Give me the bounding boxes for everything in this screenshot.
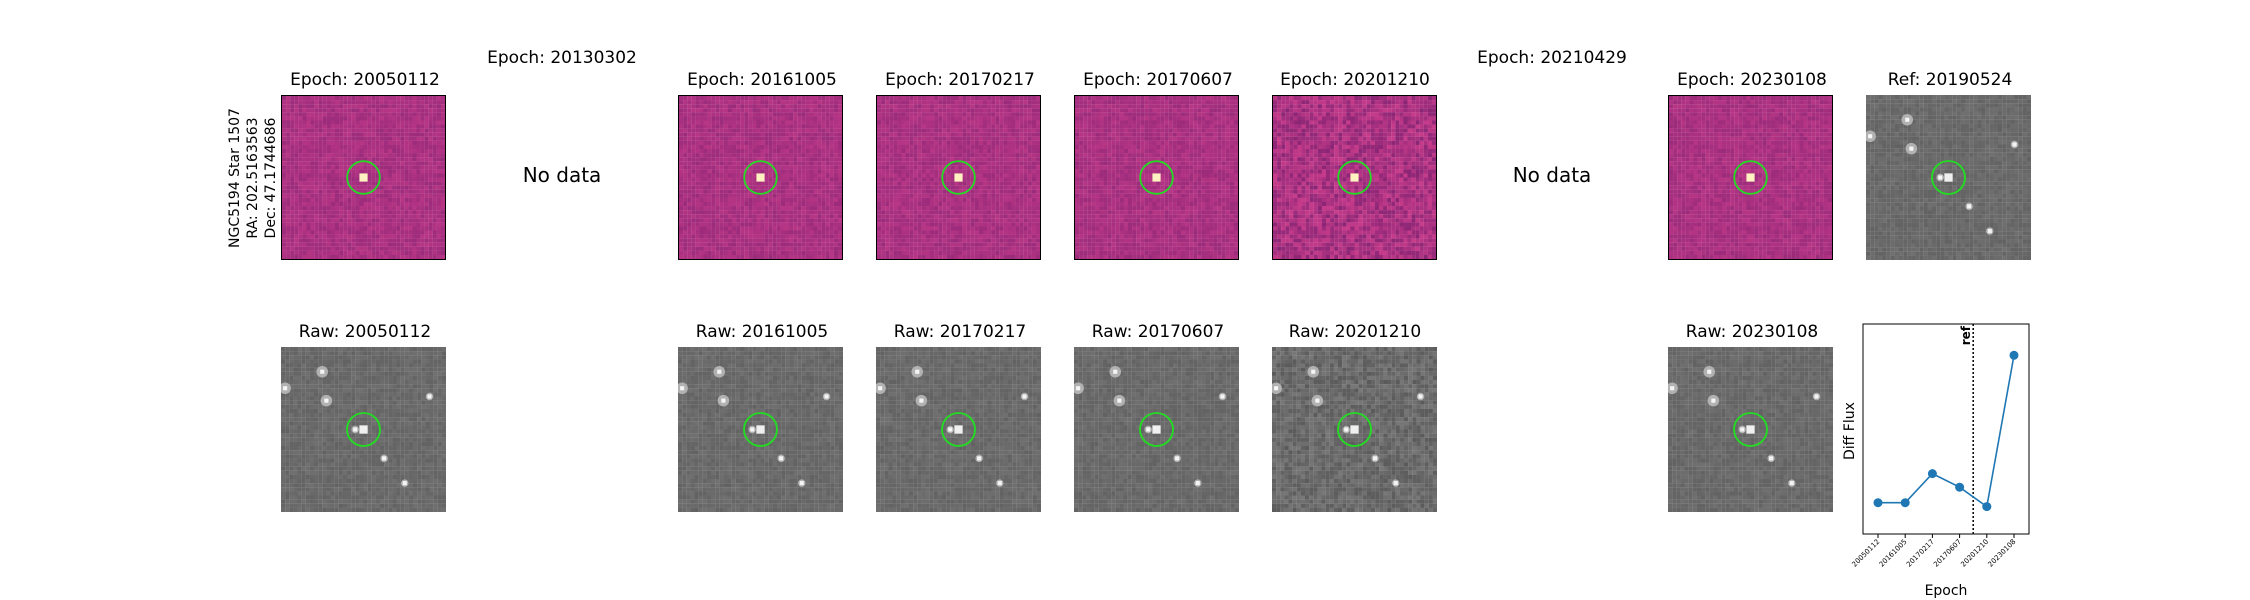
chart-frame [1862,323,2030,535]
data-point [1955,482,1965,492]
data-point [2009,350,2019,360]
star-name: NGC5194 Star 1507 [226,108,244,248]
epoch-title-8: Epoch: 20230108 [1677,70,1827,90]
epoch-title-1: Epoch: 20050112 [290,70,440,90]
panel-pixels [1273,96,1436,259]
ref-line-label: ref [1959,325,1973,345]
x-tick-label: 20170217 [1905,538,1936,569]
diff-image-20170217 [876,95,1041,260]
panel-pixels [877,96,1040,259]
x-tick-label: 20170607 [1932,538,1963,569]
x-tick-label: 20230108 [1987,538,2018,569]
panel-pixels [281,347,446,512]
light-curve-chart: ref 20050112 20161005 20170217 20170607 20201… [1851,323,2030,569]
no-data-label-1: No data [523,163,602,187]
raw-image-20050112 [281,347,446,512]
light-curve-svg: ref 2005011220161005201702172017060720201… [1851,323,2030,569]
panel-pixels [1074,347,1239,512]
data-point [1873,498,1883,508]
chart-ylabel: Diff Flux [1842,402,1858,460]
raw-image-20161005 [678,347,843,512]
x-tick-label: 20201210 [1959,538,1990,569]
no-data-label-2: No data [1513,163,1592,187]
epoch-title-4: Epoch: 20170217 [885,70,1035,90]
diff-image-20161005 [678,95,843,260]
epoch-title-5: Epoch: 20170607 [1083,70,1233,90]
raw-image-20170607 [1074,347,1239,512]
epoch-title-2: Epoch: 20130302 [487,48,637,68]
diff-image-20230108 [1668,95,1833,260]
panel-pixels [1669,96,1832,259]
data-point [1900,498,1910,508]
diff-image-20050112 [281,95,446,260]
series-line [1878,355,2015,508]
star-info-label: NGC5194 Star 1507 RA: 202.5163563 Dec: 4… [226,108,280,248]
epoch-title-7: Epoch: 20210429 [1477,48,1627,68]
raw-title-5: Raw: 20201210 [1289,322,1422,342]
raw-image-20201210 [1272,347,1437,512]
epoch-title-6: Epoch: 20201210 [1280,70,1430,90]
star-ra: RA: 202.5163563 [244,108,262,248]
ref-image-20190524 [1866,95,2031,260]
data-point [1927,469,1937,479]
raw-title-4: Raw: 20170607 [1092,322,1225,342]
panel-pixels [678,347,843,512]
panel-pixels [1272,347,1437,512]
panel-pixels [1668,347,1833,512]
panel-pixels [1866,95,2031,260]
epoch-title-3: Epoch: 20161005 [687,70,837,90]
chart-xlabel: Epoch [1925,583,1968,599]
x-tick-label: 20161005 [1878,538,1909,569]
raw-image-20230108 [1668,347,1833,512]
data-point [1982,502,1992,512]
raw-image-20170217 [876,347,1041,512]
ref-title: Ref: 20190524 [1888,70,2013,90]
panel-pixels [876,347,1041,512]
panel-pixels [1075,96,1238,259]
raw-title-3: Raw: 20170217 [894,322,1027,342]
star-dec: Dec: 47.1744686 [262,108,280,248]
raw-title-6: Raw: 20230108 [1686,322,1819,342]
panel-pixels [282,96,445,259]
diff-image-20170607 [1074,95,1239,260]
diff-image-20201210 [1272,95,1437,260]
raw-title-1: Raw: 20050112 [299,322,432,342]
panel-pixels [679,96,842,259]
x-tick-label: 20050112 [1851,538,1882,569]
raw-title-2: Raw: 20161005 [696,322,829,342]
